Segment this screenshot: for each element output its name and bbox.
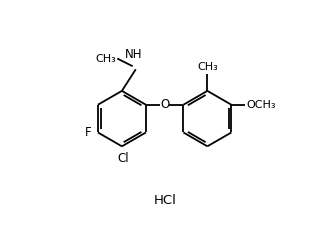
Text: CH₃: CH₃ [197, 62, 218, 72]
Text: OCH₃: OCH₃ [246, 100, 276, 110]
Text: Cl: Cl [118, 152, 129, 165]
Text: F: F [85, 126, 92, 139]
Text: O: O [160, 98, 169, 111]
Text: HCl: HCl [154, 194, 176, 207]
Text: CH₃: CH₃ [95, 53, 116, 63]
Text: NH: NH [125, 48, 142, 61]
